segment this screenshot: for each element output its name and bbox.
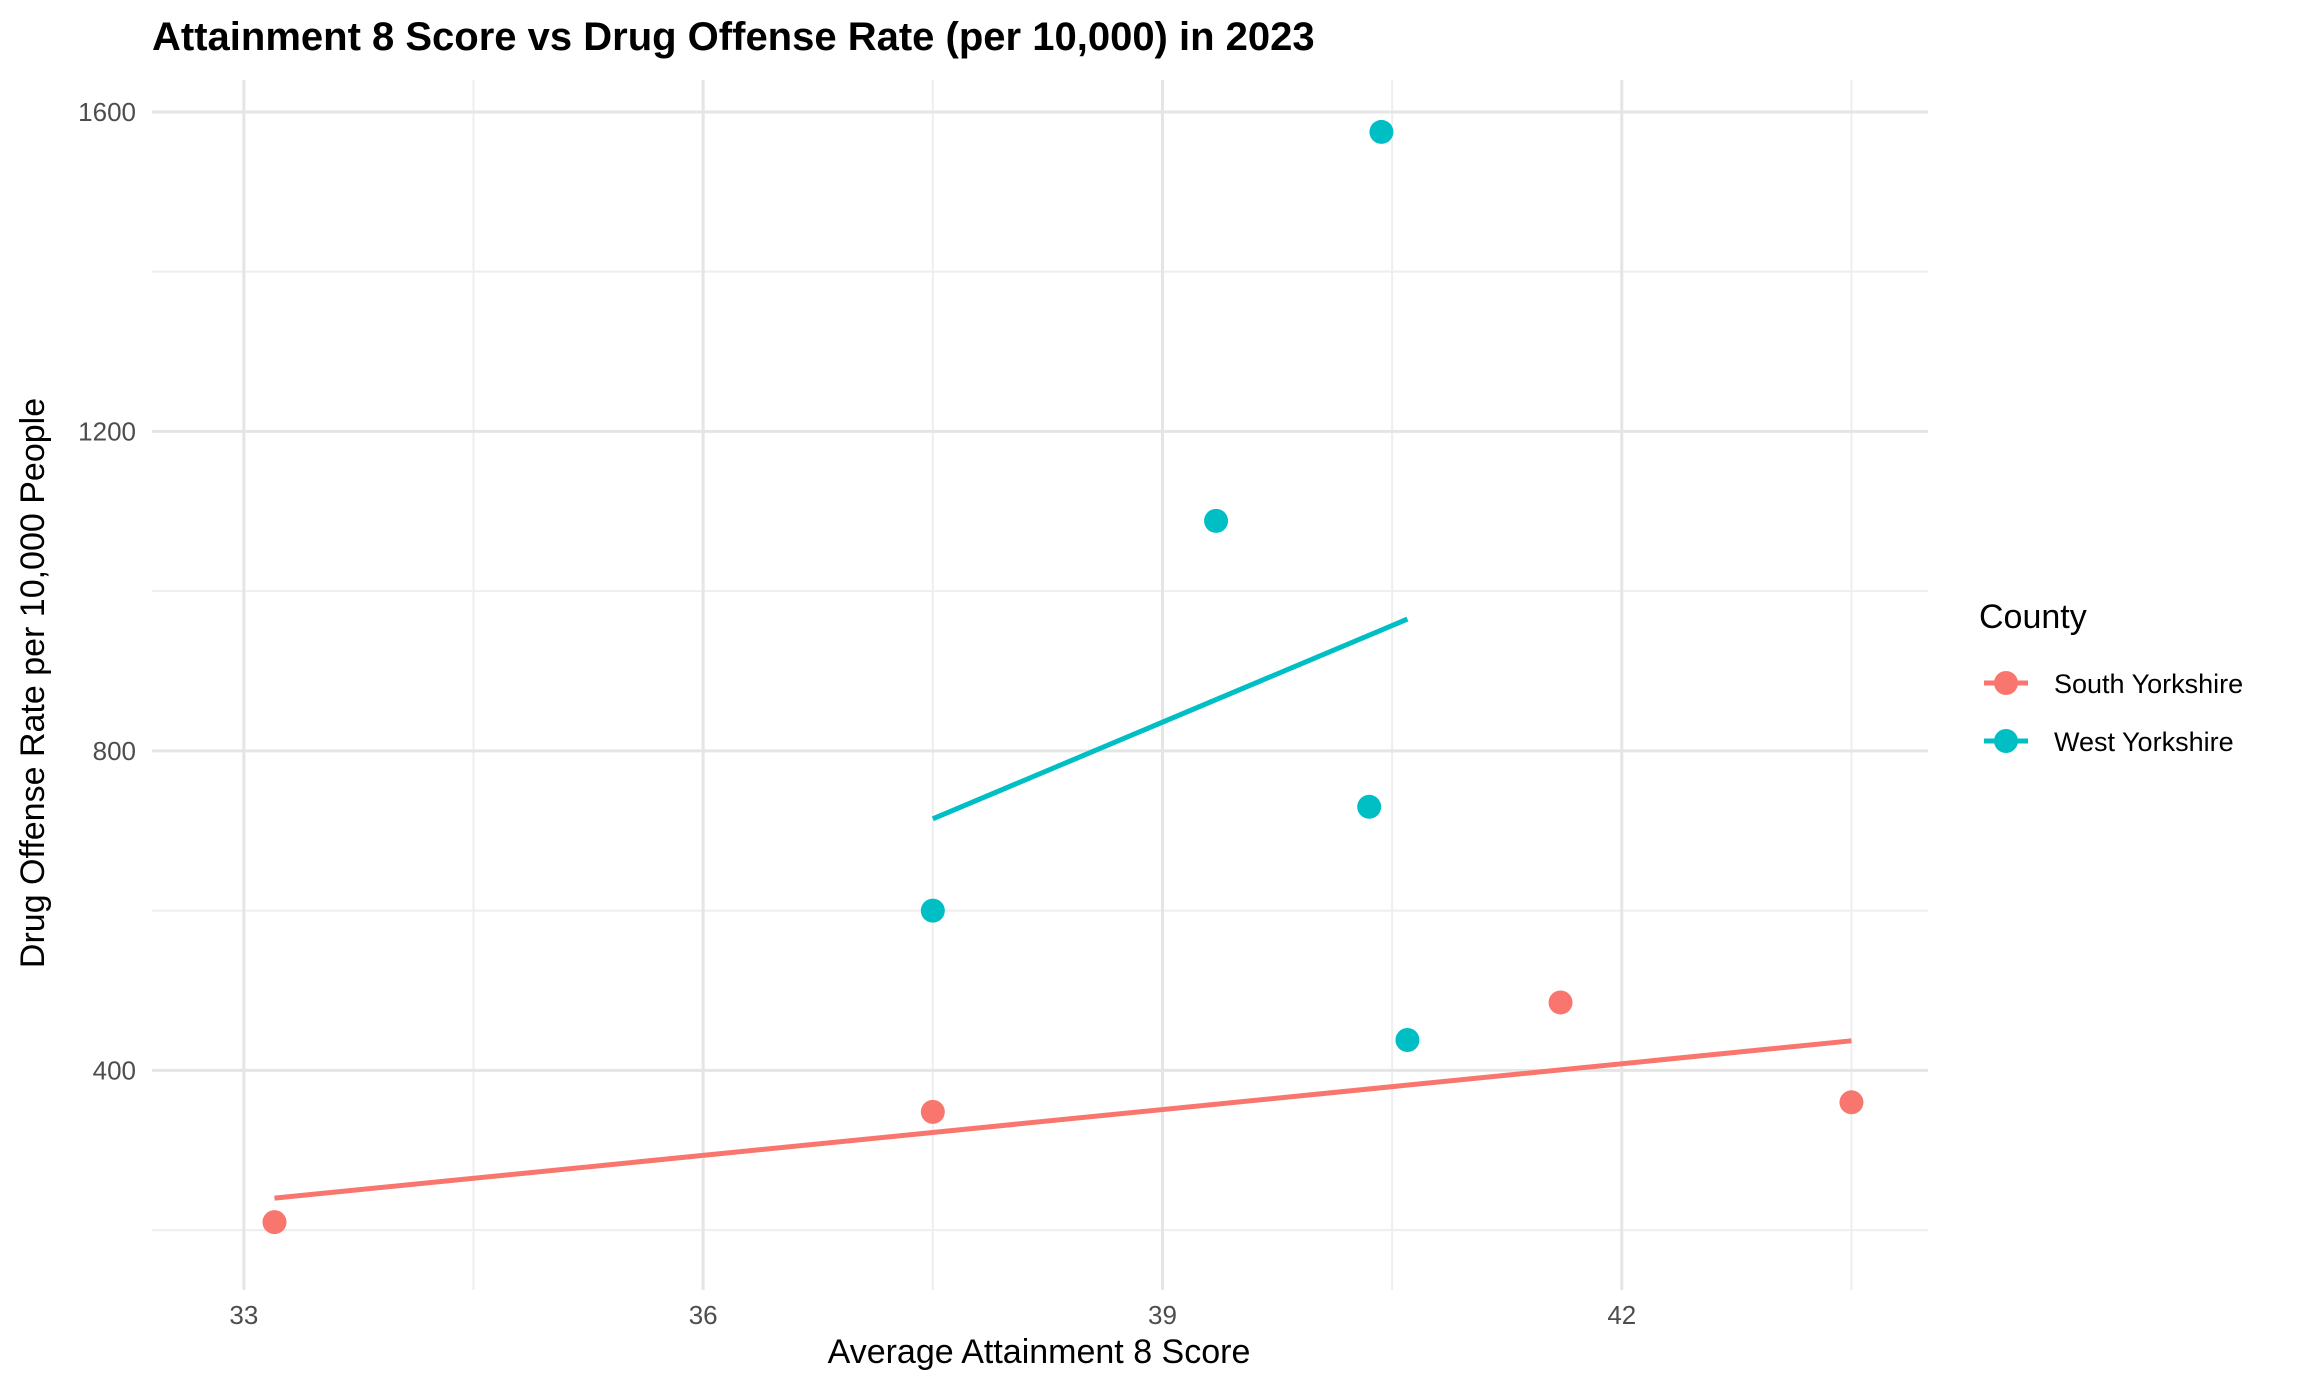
data-points: [262, 119, 1864, 1235]
legend-label: West Yorkshire: [2054, 727, 2234, 757]
trend-line-south-yorkshire: [274, 1038, 1852, 1201]
legend: County South Yorkshire West Yorkshire: [1979, 598, 2243, 757]
legend-item-west-yorkshire: West Yorkshire: [1984, 727, 2234, 757]
chart-title: Attainment 8 Score vs Drug Offense Rate …: [152, 15, 1315, 59]
y-axis-title: Drug Offense Rate per 10,000 People: [14, 398, 52, 968]
point-south-yorkshire: [1839, 1090, 1864, 1115]
point-west-yorkshire: [920, 898, 945, 923]
legend-title: County: [1979, 598, 2087, 636]
point-south-yorkshire: [262, 1210, 287, 1235]
x-tick-label: 36: [689, 1300, 718, 1330]
legend-key-point: [1994, 729, 2018, 753]
legend-key-point: [1994, 671, 2018, 695]
tick-labels: 33 36 39 42 400 800 1200 1600: [78, 97, 1636, 1330]
grid-layer: [152, 80, 1928, 1290]
y-tick-label: 1600: [78, 97, 136, 127]
x-tick-label: 33: [229, 1300, 258, 1330]
x-axis-title: Average Attainment 8 Score: [828, 1333, 1251, 1371]
trend-line-west-yorkshire: [931, 616, 1409, 822]
legend-items: South Yorkshire West Yorkshire: [1984, 669, 2243, 757]
y-tick-label: 800: [93, 736, 136, 766]
y-tick-label: 1200: [78, 416, 136, 446]
point-south-yorkshire: [1548, 990, 1573, 1015]
point-west-yorkshire: [1204, 508, 1229, 533]
legend-item-south-yorkshire: South Yorkshire: [1984, 669, 2243, 699]
trend-lines: [274, 616, 1852, 1201]
x-tick-label: 42: [1607, 1300, 1636, 1330]
point-west-yorkshire: [1395, 1028, 1420, 1053]
x-tick-label: 39: [1148, 1300, 1177, 1330]
point-south-yorkshire: [920, 1099, 945, 1124]
y-tick-label: 400: [93, 1055, 136, 1085]
legend-label: South Yorkshire: [2054, 669, 2243, 699]
point-west-yorkshire: [1357, 794, 1382, 819]
point-west-yorkshire: [1369, 119, 1394, 144]
